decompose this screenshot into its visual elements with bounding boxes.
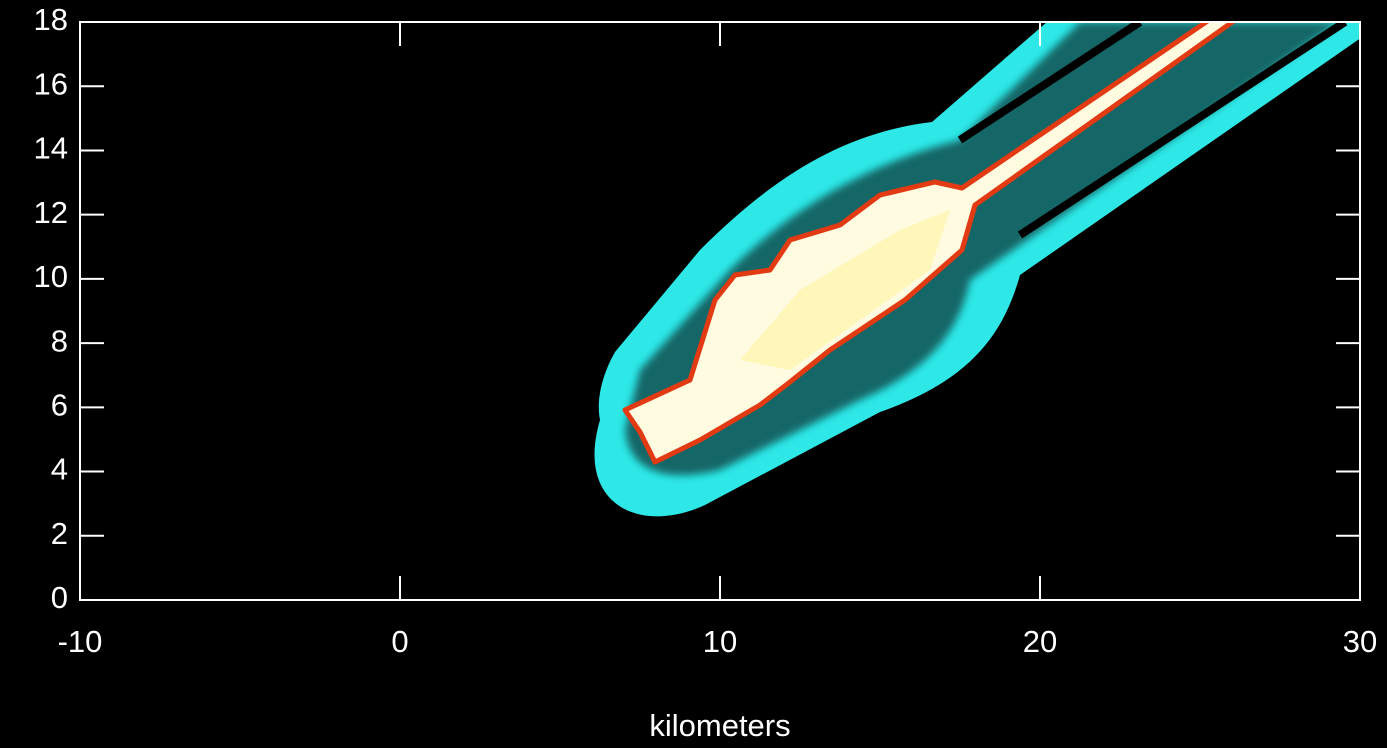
y-tick-label: 0 bbox=[51, 580, 68, 615]
y-tick-label: 18 bbox=[34, 2, 68, 37]
x-tick-label: 30 bbox=[1343, 624, 1377, 659]
y-tick-label: 14 bbox=[34, 131, 68, 166]
page: kilometers -100102030024681012141618 (()… bbox=[0, 0, 1387, 748]
x-tick-label: 0 bbox=[391, 624, 408, 659]
y-tick-label: 12 bbox=[34, 195, 68, 230]
chart: kilometers -10 0 10 20 30 0 2 4 6 8 10 12 14 16 18 bbox=[0, 0, 1387, 748]
y-tick-label: 16 bbox=[34, 66, 68, 101]
y-tick-label: 10 bbox=[34, 259, 68, 294]
x-tick-label: 10 bbox=[703, 624, 737, 659]
x-axis-label: kilometers bbox=[649, 708, 790, 743]
y-tick-label: 4 bbox=[51, 452, 68, 487]
x-tick-label: 20 bbox=[1023, 624, 1057, 659]
y-tick-label: 6 bbox=[51, 388, 68, 423]
y-tick-label: 2 bbox=[51, 516, 68, 551]
x-tick-label: -10 bbox=[58, 624, 103, 659]
y-tick-label: 8 bbox=[51, 323, 68, 358]
